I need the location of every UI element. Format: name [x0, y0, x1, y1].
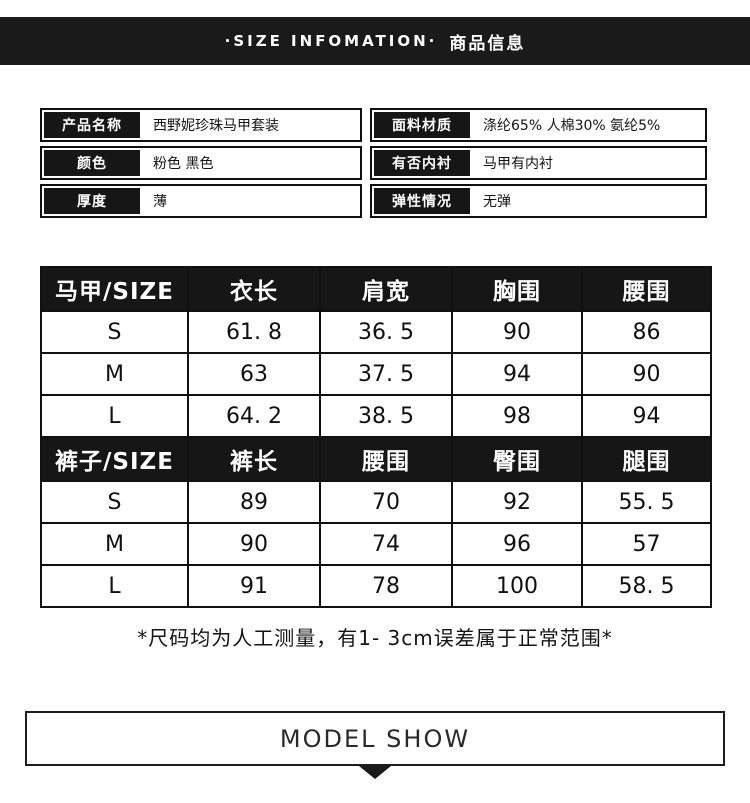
product-detail-page: ·SIZE INFOMATION· 商品信息 产品名称 西野妮珍珠马甲套装 颜色…	[0, 17, 750, 779]
measurement-note: *尺码均为人工测量，有1- 3cm误差属于正常范围*	[137, 626, 613, 650]
banner-title-en: ·SIZE INFOMATION·	[224, 32, 438, 50]
pants-size-header-cell: 裤子/SIZE	[40, 436, 189, 482]
banner-title-zh: 商品信息	[449, 33, 526, 54]
attributes-column-left: 产品名称 西野妮珍珠马甲套装 颜色 粉色 黑色 厚度 薄	[40, 108, 362, 218]
attribute-value: 粉色 黑色	[153, 156, 214, 172]
size-cell: 89	[187, 480, 321, 524]
size-cell: L	[40, 564, 189, 608]
vest-size-header-cell: 肩宽	[319, 266, 453, 312]
attribute-value: 涤纶65% 人棉30% 氨纶5%	[483, 118, 661, 134]
size-cell: 90	[581, 352, 712, 396]
vest-size-row-l: L 64. 2 38. 5 98 94	[40, 394, 712, 438]
attribute-row-color: 颜色 粉色 黑色	[40, 146, 362, 180]
size-cell: 74	[319, 522, 453, 566]
attribute-row-product-name: 产品名称 西野妮珍珠马甲套装	[40, 108, 362, 142]
vest-size-header-cell: 胸围	[451, 266, 583, 312]
vest-size-row-m: M 63 37. 5 94 90	[40, 352, 712, 396]
model-show-title: MODEL SHOW	[279, 724, 471, 753]
size-cell: 94	[581, 394, 712, 438]
pants-size-header-cell: 腿围	[581, 436, 712, 482]
attribute-label: 弹性情况	[374, 188, 470, 214]
size-information-banner: ·SIZE INFOMATION· 商品信息	[0, 17, 750, 65]
size-cell: L	[40, 394, 189, 438]
size-cell: M	[40, 522, 189, 566]
attribute-value: 西野妮珍珠马甲套装	[153, 118, 279, 134]
size-cell: 94	[451, 352, 583, 396]
size-cell: 98	[451, 394, 583, 438]
attribute-row-lining: 有否内衬 马甲有内衬	[370, 146, 707, 180]
size-cell: 91	[187, 564, 321, 608]
pants-size-row-s: S 89 70 92 55. 5	[40, 480, 712, 524]
vest-size-header-cell: 腰围	[581, 266, 712, 312]
attribute-row-material: 面料材质 涤纶65% 人棉30% 氨纶5%	[370, 108, 707, 142]
size-chart-table: 马甲/SIZE 衣长 肩宽 胸围 腰围 S 61. 8 36. 5 90 86 …	[40, 266, 712, 608]
pants-size-row-l: L 91 78 100 58. 5	[40, 564, 712, 608]
size-cell: S	[40, 480, 189, 524]
attribute-row-elasticity: 弹性情况 无弹	[370, 184, 707, 218]
size-cell: 90	[451, 310, 583, 354]
attribute-label: 厚度	[44, 188, 140, 214]
size-cell: M	[40, 352, 189, 396]
vest-size-row-s: S 61. 8 36. 5 90 86	[40, 310, 712, 354]
attribute-label: 面料材质	[374, 112, 470, 138]
size-cell: 63	[187, 352, 321, 396]
attribute-value: 马甲有内衬	[483, 156, 553, 172]
attribute-value: 薄	[153, 194, 167, 210]
size-cell: 70	[319, 480, 453, 524]
product-attributes-table: 产品名称 西野妮珍珠马甲套装 颜色 粉色 黑色 厚度 薄 面料材质 涤纶65% …	[40, 108, 707, 218]
pants-size-header-row: 裤子/SIZE 裤长 腰围 臀围 腿围	[40, 436, 712, 482]
size-cell: 57	[581, 522, 712, 566]
size-cell: 37. 5	[319, 352, 453, 396]
down-triangle-icon	[359, 766, 391, 779]
attribute-label: 颜色	[44, 150, 140, 176]
size-cell: 86	[581, 310, 712, 354]
vest-size-header-cell: 马甲/SIZE	[40, 266, 189, 312]
vest-size-header-cell: 衣长	[187, 266, 321, 312]
size-cell: 78	[319, 564, 453, 608]
size-cell: 90	[187, 522, 321, 566]
size-cell: 64. 2	[187, 394, 321, 438]
vest-size-header-row: 马甲/SIZE 衣长 肩宽 胸围 腰围	[40, 266, 712, 312]
pants-size-row-m: M 90 74 96 57	[40, 522, 712, 566]
attribute-row-thickness: 厚度 薄	[40, 184, 362, 218]
size-cell: 55. 5	[581, 480, 712, 524]
size-cell: 58. 5	[581, 564, 712, 608]
attribute-label: 有否内衬	[374, 150, 470, 176]
size-cell: 38. 5	[319, 394, 453, 438]
attribute-label: 产品名称	[44, 112, 140, 138]
size-cell: S	[40, 310, 189, 354]
size-cell: 61. 8	[187, 310, 321, 354]
model-show-banner: MODEL SHOW	[25, 711, 725, 766]
pants-size-header-cell: 腰围	[319, 436, 453, 482]
size-cell: 92	[451, 480, 583, 524]
size-cell: 100	[451, 564, 583, 608]
size-cell: 96	[451, 522, 583, 566]
attributes-column-right: 面料材质 涤纶65% 人棉30% 氨纶5% 有否内衬 马甲有内衬 弹性情况 无弹	[370, 108, 707, 218]
attribute-value: 无弹	[483, 194, 511, 210]
pants-size-header-cell: 裤长	[187, 436, 321, 482]
pants-size-header-cell: 臀围	[451, 436, 583, 482]
size-cell: 36. 5	[319, 310, 453, 354]
